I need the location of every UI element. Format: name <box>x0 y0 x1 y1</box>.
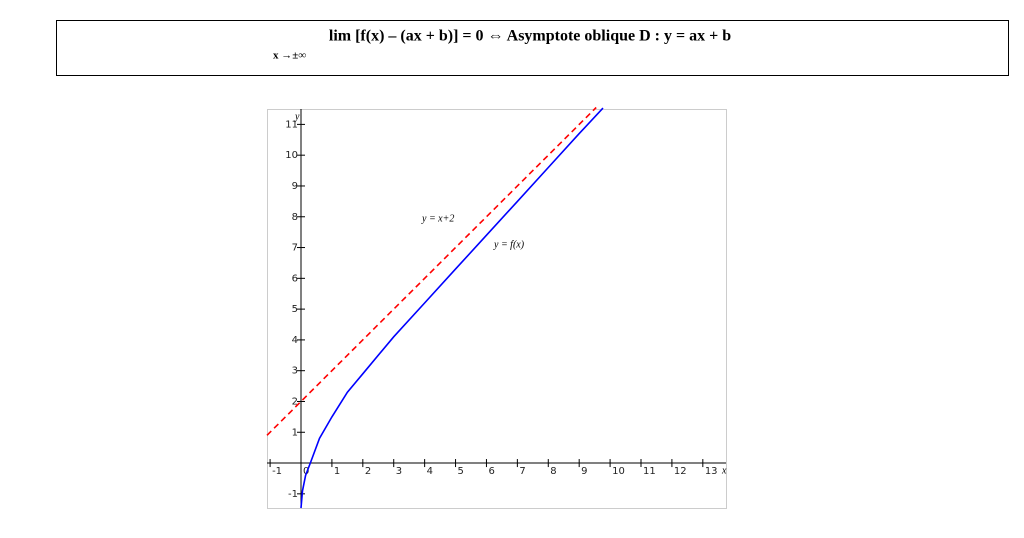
curve <box>300 107 604 509</box>
x-axis-label: x <box>721 465 727 476</box>
y-tick-label: 7 <box>292 243 298 254</box>
x-tick-label: 8 <box>550 466 556 477</box>
y-tick-label: -1 <box>288 489 298 500</box>
y-tick-label: 3 <box>292 366 298 377</box>
y-tick-label: 2 <box>292 396 298 407</box>
y-tick-label: 1 <box>292 427 298 438</box>
x-tick-label: 2 <box>365 466 371 477</box>
x-tick-label: 0 <box>303 466 309 477</box>
x-tick-label: 3 <box>396 466 402 477</box>
limit-subscript: x →±∞ <box>273 50 306 62</box>
y-axis-label: y <box>294 111 300 122</box>
y-tick-label: 11 <box>285 119 298 130</box>
y-tick-label: 6 <box>292 273 298 284</box>
x-tick-label: 10 <box>612 466 625 477</box>
x-tick-label: 13 <box>705 466 718 477</box>
curve-annotation: y = x+2 <box>421 213 454 224</box>
x-tick-label: 7 <box>519 466 525 477</box>
curve-annotation: y = f(x) <box>493 239 525 250</box>
x-tick-label: 12 <box>674 466 687 477</box>
x-tick-label: -1 <box>272 466 282 477</box>
x-tick-label: 1 <box>334 466 340 477</box>
x-tick-label: 4 <box>427 466 433 477</box>
curve <box>266 106 597 436</box>
y-tick-label: 9 <box>292 181 298 192</box>
y-tick-label: 4 <box>292 335 298 346</box>
plot-frame <box>267 109 727 509</box>
x-tick-label: 6 <box>488 466 494 477</box>
y-tick-label: 5 <box>292 304 298 315</box>
x-tick-label: 5 <box>458 466 464 477</box>
x-tick-label: 11 <box>643 466 656 477</box>
y-tick-label: 10 <box>285 150 298 161</box>
formula-box <box>56 20 1009 76</box>
formula: lim [f(x) – (ax + b)] = 0 ⇔ Asymptote ob… <box>329 28 731 45</box>
y-tick-label: 8 <box>292 212 298 223</box>
x-tick-label: 9 <box>581 466 587 477</box>
